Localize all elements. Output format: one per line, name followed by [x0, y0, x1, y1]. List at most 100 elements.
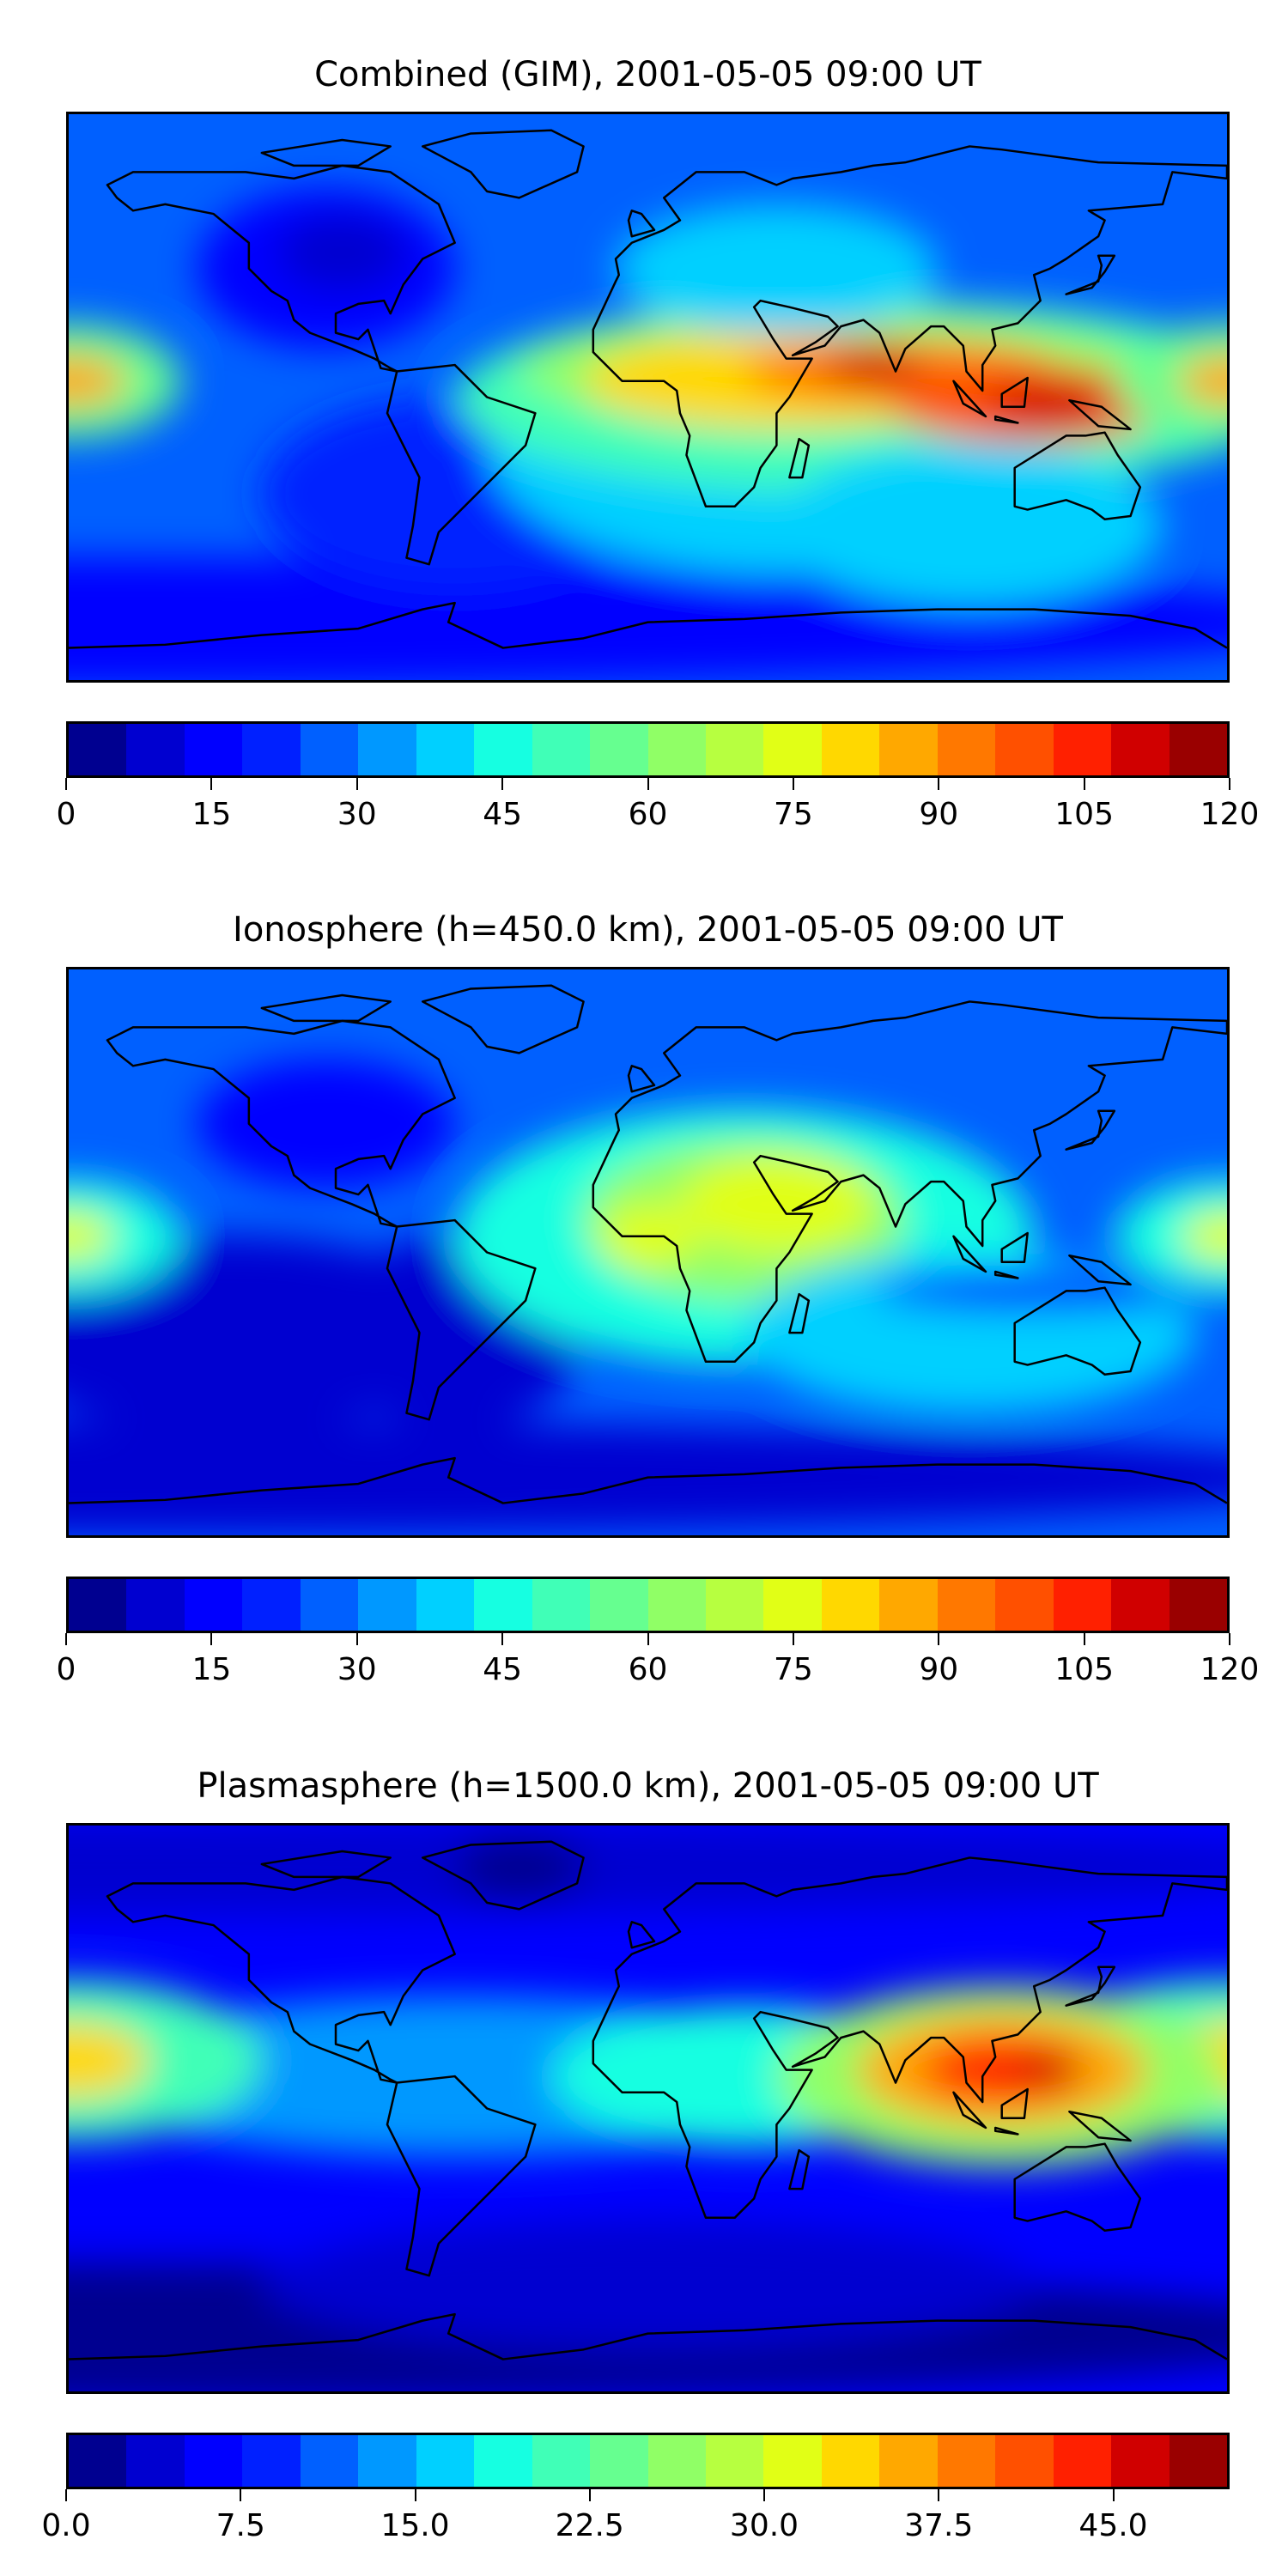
colorbar-tick-label: 90	[919, 1652, 959, 1687]
colorbar-1-ticks: 0 15 30 45 60 75 90 105 120	[57, 778, 1259, 838]
coastline	[1069, 1255, 1130, 1285]
colorbar-bin	[705, 1579, 764, 1631]
coastline	[1066, 1111, 1115, 1150]
coastline	[629, 1066, 654, 1091]
colorbar-tick-label: 15	[191, 797, 232, 832]
colorbar-bin	[532, 2435, 591, 2487]
colorbar-tick	[938, 1633, 940, 1645]
coastline	[995, 416, 1018, 422]
colorbar-tick	[1083, 778, 1085, 790]
colorbar-tick-label: 30	[337, 1652, 377, 1687]
field-contour-region	[69, 1210, 114, 1262]
coastline	[1015, 433, 1140, 519]
coastline	[69, 1458, 1227, 1503]
colorbar-bin	[184, 724, 243, 775]
colorbar-tick	[1229, 778, 1230, 790]
colorbar-bin	[590, 724, 648, 775]
colorbar-bin	[474, 2435, 532, 2487]
colorbar-tick-label: 75	[773, 1652, 813, 1687]
colorbar-tick	[65, 2489, 67, 2501]
coastline	[422, 986, 583, 1054]
colorbar-tick-label: 105	[1054, 797, 1114, 832]
colorbar-bin	[763, 724, 822, 775]
colorbar-tick	[938, 778, 940, 790]
coastline	[789, 439, 808, 477]
colorbar-bin	[416, 2435, 475, 2487]
colorbar-tick	[588, 2489, 591, 2501]
coastline	[953, 2093, 985, 2128]
field-contour-region	[69, 1826, 1227, 1916]
colorbar-bin	[1111, 724, 1170, 775]
coastline	[1069, 2111, 1130, 2141]
colorbar-tick-label: 120	[1200, 1652, 1260, 1687]
field-contour-region	[679, 1156, 873, 1253]
colorbar-tick	[1112, 2489, 1115, 2501]
field-contour-region	[985, 380, 1115, 427]
colorbar-tick-label: 0	[56, 797, 76, 832]
coastline	[262, 995, 391, 1021]
colorbar-bin	[879, 724, 938, 775]
colorbar-bin	[69, 724, 127, 775]
colorbar-tick-label: 105	[1054, 1652, 1114, 1687]
colorbar-bin	[937, 724, 996, 775]
coastline	[107, 166, 455, 372]
coastline	[953, 1236, 985, 1272]
colorbar-tick	[210, 1633, 213, 1645]
colorbar-bin	[474, 1579, 532, 1631]
colorbar-tick	[65, 1633, 67, 1645]
colorbar-bin	[358, 2435, 416, 2487]
field-contour-region	[197, 1059, 455, 1188]
colorbar-2-ticks: 0 15 30 45 60 75 90 105 120	[57, 1633, 1259, 1693]
colorbar-bin	[1169, 724, 1228, 775]
colorbar-bin	[358, 1579, 416, 1631]
coastline	[1015, 2144, 1140, 2231]
coastline	[422, 131, 583, 198]
colorbar-bin	[647, 724, 706, 775]
coastline	[387, 365, 535, 564]
colorbar-tick-label: 75	[773, 797, 813, 832]
colorbar-bin	[647, 1579, 706, 1631]
coastline	[107, 1877, 455, 2083]
colorbar-bin	[184, 2435, 243, 2487]
colorbar-3	[66, 2433, 1230, 2489]
colorbar-bin	[1053, 2435, 1112, 2487]
colorbar-bin	[416, 1579, 475, 1631]
colorbar-bin	[532, 1579, 591, 1631]
coastline	[1002, 378, 1028, 407]
field-contour-region	[1178, 355, 1227, 407]
coastline	[1002, 1233, 1028, 1262]
colorbar-bin	[532, 724, 591, 775]
colorbar-tick	[647, 1633, 649, 1645]
colorbar-tick	[501, 1633, 504, 1645]
colorbar-bin	[821, 2435, 880, 2487]
colorbar-bin	[242, 2435, 301, 2487]
panel-3-title: Plasmasphere (h=1500.0 km), 2001-05-05 0…	[197, 1766, 1099, 1806]
colorbar-tick-label: 15.0	[380, 2508, 450, 2543]
colorbar-bin	[647, 2435, 706, 2487]
coastline	[953, 381, 985, 416]
colorbar-bin	[995, 1579, 1054, 1631]
field-contour-region	[616, 204, 938, 333]
coastline	[422, 1842, 583, 1910]
colorbar-tick-label: 15	[191, 1652, 232, 1687]
field-contour-region	[1114, 323, 1227, 440]
field-contour-region	[277, 214, 407, 291]
colorbar-tick-label: 60	[628, 797, 668, 832]
field-contour-region	[824, 345, 922, 385]
colorbar-bin	[590, 2435, 648, 2487]
colorbar-bin	[705, 724, 764, 775]
coastline	[69, 603, 1227, 647]
colorbar-tick	[355, 1633, 358, 1645]
colorbar-tick	[938, 2489, 940, 2501]
coastline	[1066, 256, 1115, 295]
colorbar-bin	[69, 1579, 127, 1631]
coastline	[262, 140, 391, 166]
colorbar-bin	[1169, 2435, 1228, 2487]
coastline	[69, 2314, 1227, 2359]
field-contour-region	[776, 445, 1163, 606]
field-contour-region	[69, 1178, 182, 1295]
colorbar-tick-label: 90	[919, 797, 959, 832]
colorbar-bin	[358, 724, 416, 775]
colorbar-tick-label: 120	[1200, 797, 1260, 832]
panel-1-title: Combined (GIM), 2001-05-05 09:00 UT	[314, 55, 981, 94]
